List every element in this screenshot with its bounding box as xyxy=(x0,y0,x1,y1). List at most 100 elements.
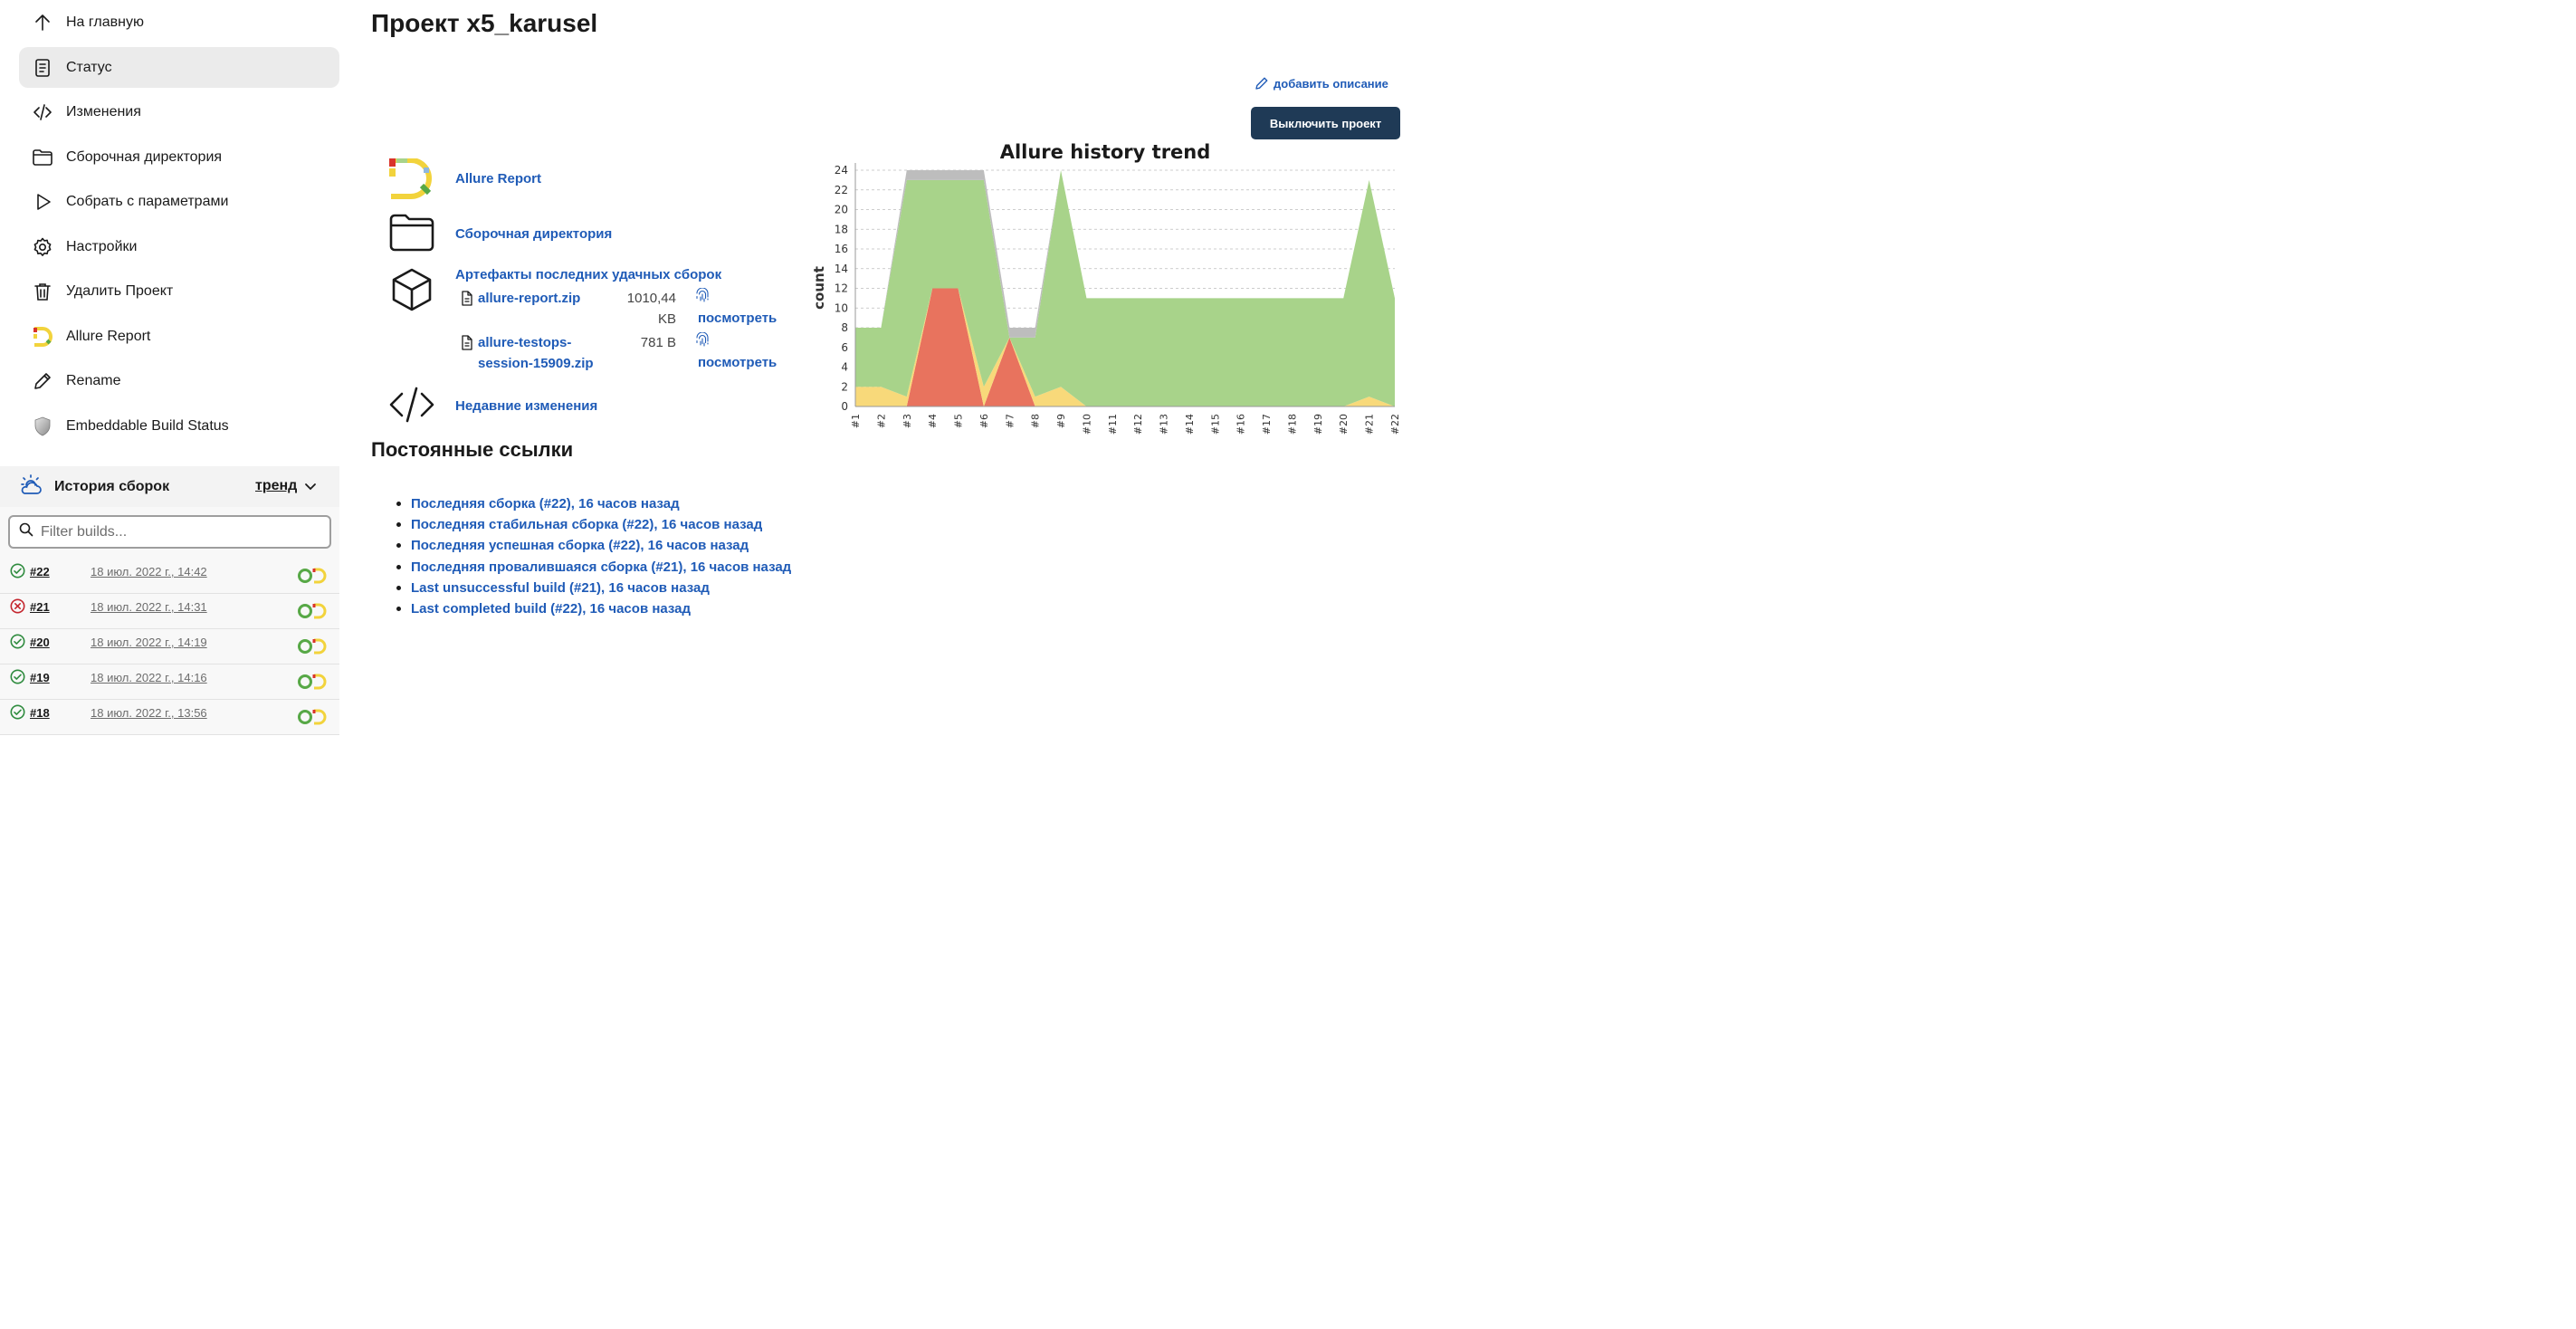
workspace-link[interactable]: Сборочная директория xyxy=(455,226,613,242)
build-row[interactable]: #20 18 июл. 2022 г., 14:19 xyxy=(0,629,339,664)
recent-changes-link[interactable]: Недавние изменения xyxy=(455,398,598,414)
permalink-link[interactable]: Последняя сборка (#22), 16 часов назад xyxy=(411,496,680,512)
sidebar-item-allure-report[interactable]: Allure Report xyxy=(19,316,339,357)
artifact-link[interactable]: allure-report.zip xyxy=(478,291,581,306)
sidebar-item-embeddable-build-status[interactable]: Embeddable Build Status xyxy=(19,406,339,446)
trend-link[interactable]: тренд xyxy=(255,478,298,493)
sidebar-item-label: На главную xyxy=(66,14,144,30)
allure-build-icon[interactable] xyxy=(297,709,328,725)
build-number-link[interactable]: #21 xyxy=(30,600,50,614)
disable-project-button[interactable]: Выключить проект xyxy=(1251,107,1400,139)
y-tick-label: 20 xyxy=(835,204,848,216)
sidebar-item-label: Embeddable Build Status xyxy=(66,417,229,434)
x-tick-label: #8 xyxy=(1030,414,1042,428)
artifact-size: 1010,44 xyxy=(626,291,676,306)
sidebar-item-settings[interactable]: Настройки xyxy=(19,226,339,267)
sidebar-item-label: Статус xyxy=(66,59,112,75)
sidebar-item-rename[interactable]: Rename xyxy=(19,360,339,401)
series-area-gray xyxy=(855,170,1395,338)
chart-title: Allure history trend xyxy=(1000,141,1211,163)
build-number-link[interactable]: #22 xyxy=(30,565,50,578)
allure-history-trend-chart[interactable]: Allure history trend02468101214161820222… xyxy=(806,136,1403,444)
sidebar-item-workspace[interactable]: Сборочная директория xyxy=(19,137,339,177)
build-history-title: История сборок xyxy=(54,478,170,494)
x-tick-label: #9 xyxy=(1055,414,1067,428)
permalink-item: Last unsuccessful build (#21), 16 часов … xyxy=(396,578,791,598)
build-row[interactable]: #21 18 июл. 2022 г., 14:31 xyxy=(0,594,339,629)
sidebar-item-label: Удалить Проект xyxy=(66,282,174,299)
build-date-link[interactable]: 18 июл. 2022 г., 14:19 xyxy=(91,636,207,649)
permalink-link[interactable]: Last unsuccessful build (#21), 16 часов … xyxy=(411,579,710,596)
build-row[interactable]: #22 18 июл. 2022 г., 14:42 xyxy=(0,559,339,594)
allure-build-icon[interactable] xyxy=(297,603,328,619)
trash-icon xyxy=(32,281,53,302)
build-number-link[interactable]: #20 xyxy=(30,636,50,649)
allure-build-icon[interactable] xyxy=(297,674,328,690)
allure-build-icon[interactable] xyxy=(297,568,328,584)
permalink-item: Последняя провалившаяся сборка (#21), 16… xyxy=(396,557,791,578)
allure-report-link[interactable]: Allure Report xyxy=(455,171,542,186)
sidebar-item-home[interactable]: На главную xyxy=(19,2,339,43)
cube-icon xyxy=(391,268,433,316)
x-tick-label: #10 xyxy=(1081,414,1092,435)
allure-build-icon[interactable] xyxy=(297,638,328,655)
file-icon xyxy=(461,291,473,311)
pencil-icon xyxy=(1255,77,1268,90)
artifact-link[interactable]: allure-testops-session-15909.zip xyxy=(478,335,594,371)
x-tick-label: #16 xyxy=(1236,414,1247,435)
permalink-link[interactable]: Last completed build (#22), 16 часов наз… xyxy=(411,600,692,617)
fingerprint-icon[interactable] xyxy=(695,287,710,309)
build-date-link[interactable]: 18 июл. 2022 г., 14:42 xyxy=(91,565,207,578)
gear-icon xyxy=(32,236,53,258)
sidebar-item-status[interactable]: Статус xyxy=(19,47,339,88)
artifacts-title-link[interactable]: Артефакты последних удачных сборок xyxy=(455,267,722,282)
code-icon xyxy=(32,101,53,123)
code-icon xyxy=(389,387,434,427)
y-tick-label: 16 xyxy=(835,243,848,255)
permalink-link[interactable]: Последняя успешная сборка (#22), 16 часо… xyxy=(411,538,749,554)
failed-icon xyxy=(10,598,25,614)
add-description-link[interactable]: добавить описание xyxy=(1255,76,1388,91)
filter-builds-box[interactable] xyxy=(8,515,331,549)
filter-builds-input[interactable] xyxy=(41,523,312,540)
view-artifact-link[interactable]: посмотреть xyxy=(698,355,778,370)
build-row[interactable]: #18 18 июл. 2022 г., 13:56 xyxy=(0,700,339,735)
folder-icon xyxy=(32,147,53,168)
bullet xyxy=(396,564,401,569)
add-description-label: добавить описание xyxy=(1274,76,1388,91)
x-tick-label: #1 xyxy=(850,414,862,428)
pencil-icon xyxy=(32,370,53,392)
sidebar-item-build-with-params[interactable]: Собрать с параметрами xyxy=(19,181,339,222)
success-icon xyxy=(10,563,25,578)
x-tick-label: #2 xyxy=(875,414,887,428)
chevron-down-icon[interactable] xyxy=(304,480,317,497)
build-date-link[interactable]: 18 июл. 2022 г., 13:56 xyxy=(91,706,207,720)
permalink-item: Последняя сборка (#22), 16 часов назад xyxy=(396,493,791,514)
x-tick-label: #18 xyxy=(1286,414,1298,435)
build-date-link[interactable]: 18 июл. 2022 г., 14:16 xyxy=(91,671,207,684)
y-axis-label: count xyxy=(811,266,827,310)
build-date-link[interactable]: 18 июл. 2022 г., 14:31 xyxy=(91,600,207,614)
file-icon xyxy=(461,335,473,355)
fingerprint-icon[interactable] xyxy=(695,331,710,353)
allure-logo-icon xyxy=(389,158,434,205)
y-tick-label: 22 xyxy=(835,184,848,196)
sidebar-item-changes[interactable]: Изменения xyxy=(19,91,339,132)
allure-logo-icon xyxy=(32,326,53,348)
build-number-link[interactable]: #18 xyxy=(30,706,50,720)
play-icon xyxy=(32,191,53,213)
document-icon xyxy=(32,57,53,79)
sidebar-item-label: Собрать с параметрами xyxy=(66,193,229,209)
build-row[interactable]: #19 18 июл. 2022 г., 14:16 xyxy=(0,664,339,700)
x-tick-label: #20 xyxy=(1338,414,1350,435)
y-tick-label: 10 xyxy=(835,301,848,314)
weather-icon xyxy=(18,472,43,502)
build-number-link[interactable]: #19 xyxy=(30,671,50,684)
permalink-link[interactable]: Последняя стабильная сборка (#22), 16 ча… xyxy=(411,517,763,533)
x-tick-label: #6 xyxy=(978,414,990,428)
view-artifact-link[interactable]: посмотреть xyxy=(698,311,778,326)
search-icon xyxy=(19,522,33,541)
x-tick-label: #4 xyxy=(927,414,939,428)
sidebar-item-delete-project[interactable]: Удалить Проект xyxy=(19,271,339,311)
permalink-link[interactable]: Последняя провалившаяся сборка (#21), 16… xyxy=(411,559,792,575)
